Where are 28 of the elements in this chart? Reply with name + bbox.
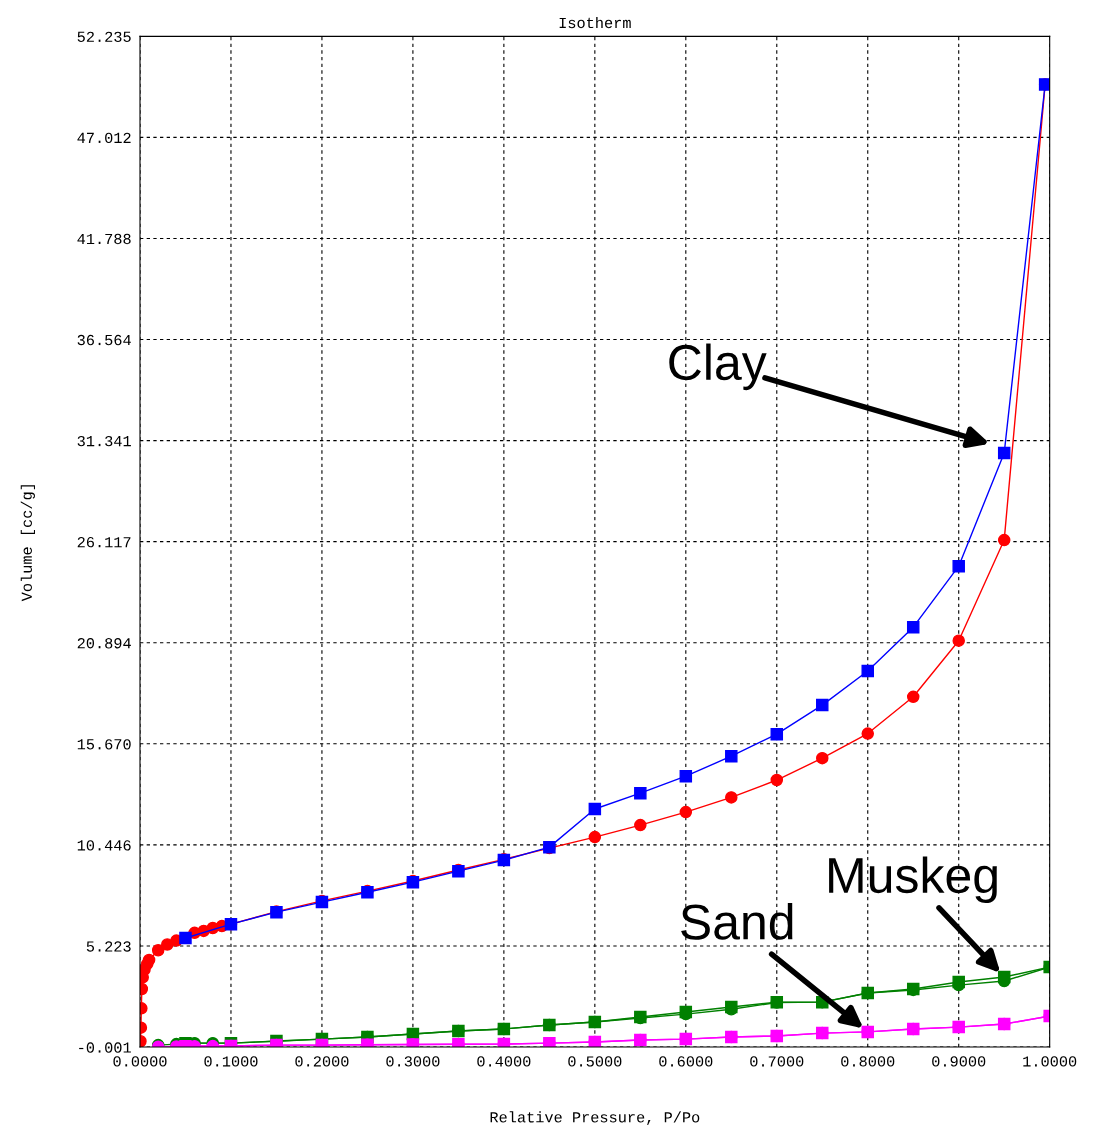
chart-title: Isotherm (559, 16, 631, 29)
y-tick-label: 10.446 (77, 840, 131, 851)
x-tick-label: 0.3000 (386, 1056, 440, 1067)
x-tick-label: 0.8000 (841, 1056, 895, 1067)
x-tick-label: 0.6000 (659, 1056, 713, 1067)
x-tick-label: 0.2000 (295, 1056, 349, 1067)
y-axis-title: Volume [cc/g] (20, 485, 35, 602)
x-tick-label: 0.7000 (750, 1056, 804, 1067)
annotation: Clay (669, 343, 767, 391)
annotation: Muskeg (829, 856, 997, 904)
x-tick-label: 1.0000 (1023, 1056, 1077, 1067)
x-tick-label: 0.1000 (204, 1056, 258, 1067)
x-tick-label: 0.9000 (932, 1056, 986, 1067)
y-tick-label: 36.564 (77, 334, 131, 346)
annotation: Sand (681, 903, 793, 940)
y-tick-label: 47.012 (77, 132, 131, 144)
y-tick-label: 52.235 (77, 31, 131, 43)
y-tick-label: 26.117 (77, 537, 131, 548)
y-tick-label: -0.001 (79, 1042, 131, 1053)
x-tick-label: 0.4000 (477, 1056, 531, 1067)
y-tick-label: 15.670 (77, 739, 131, 750)
y-tick-label: 41.788 (77, 233, 131, 245)
y-tick-label: 20.894 (77, 638, 131, 649)
y-tick-label: 5.223 (86, 941, 131, 952)
y-tick-label: 31.341 (77, 435, 131, 447)
x-axis-title: Relative Pressure, P/Po (490, 1111, 700, 1126)
x-tick-label: 0.0000 (113, 1056, 167, 1067)
x-tick-label: 0.5000 (568, 1056, 622, 1067)
